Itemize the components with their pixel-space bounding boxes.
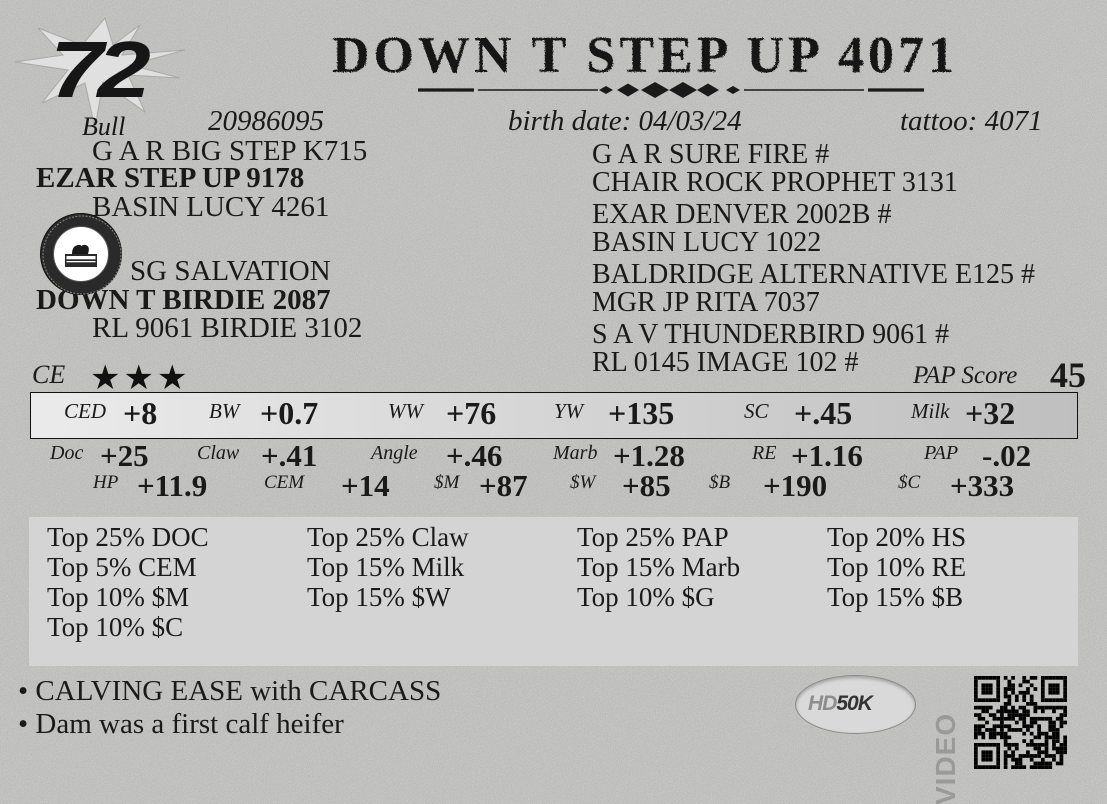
svg-text:DOWN T STEP UP 4071: DOWN T STEP UP 4071 xyxy=(332,28,958,83)
svg-text:VIDEO: VIDEO xyxy=(930,713,961,804)
